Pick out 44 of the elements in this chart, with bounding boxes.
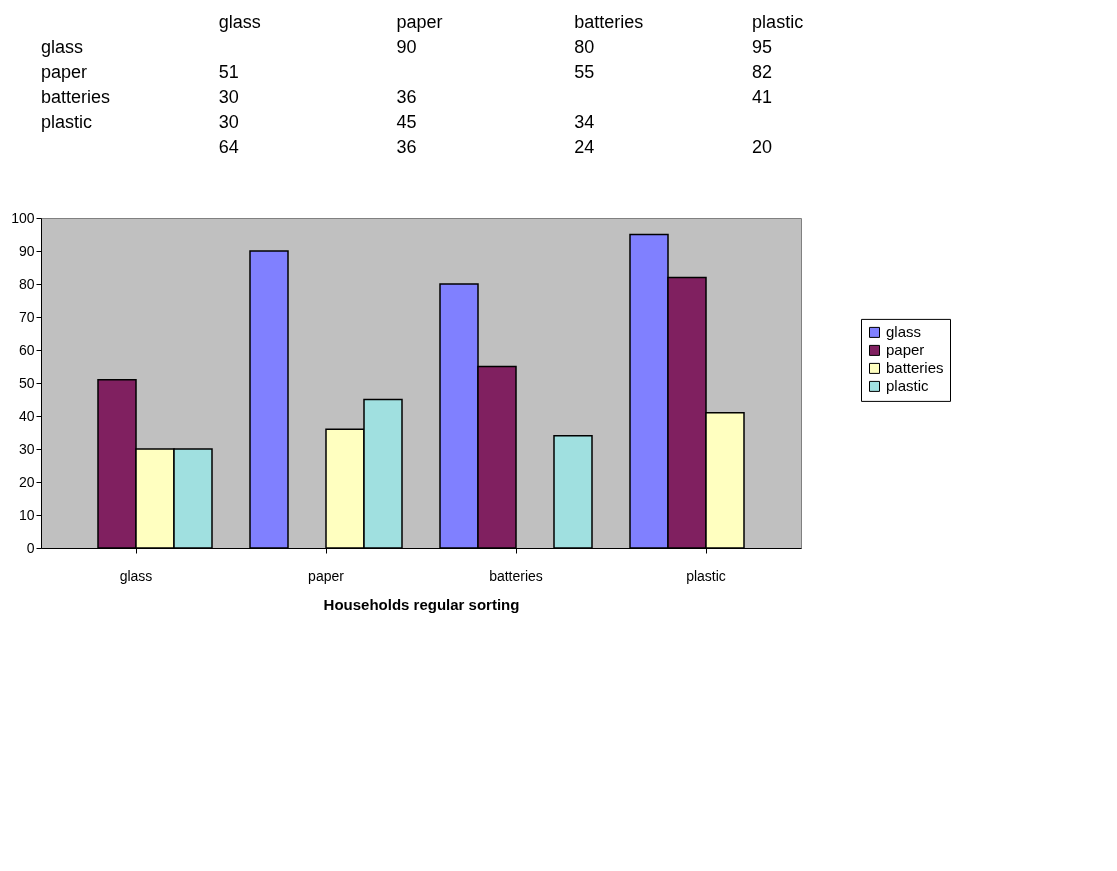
text: 24	[574, 136, 595, 157]
category-label: glass	[218, 11, 261, 32]
text: 30	[218, 86, 239, 107]
legend-label: paper	[886, 341, 925, 359]
text: 30	[218, 111, 239, 132]
y-tick-label: 100	[11, 209, 35, 226]
text: plastic	[41, 111, 93, 132]
text: glass	[41, 36, 84, 57]
text: paper	[41, 61, 88, 82]
x-tick-label: glass	[119, 567, 153, 584]
text: 82	[752, 61, 773, 82]
text: 36	[396, 86, 417, 107]
x-tick-label: plastic	[686, 567, 726, 584]
category-label: batteries	[574, 11, 644, 32]
category-label: paper	[396, 11, 443, 32]
y-tick-label: 30	[18, 440, 35, 457]
text: 80	[574, 36, 595, 57]
text: 34	[574, 111, 595, 132]
category-label: plastic	[752, 11, 804, 32]
text: 51	[218, 61, 239, 82]
legend-label: batteries	[886, 359, 944, 377]
x-tick-label: paper	[308, 567, 345, 584]
y-tick-label: 50	[18, 374, 35, 391]
y-tick-label: 20	[18, 473, 35, 490]
text: 20	[752, 136, 773, 157]
x-axis-title: Households regular sorting	[323, 595, 520, 613]
legend-label: plastic	[886, 377, 930, 395]
legend-label: glass	[886, 323, 922, 341]
text: batteries	[41, 86, 111, 107]
text: 64	[218, 136, 239, 157]
y-tick-label: 70	[18, 308, 35, 325]
text: 95	[752, 36, 773, 57]
text: 36	[396, 136, 417, 157]
text: 90	[396, 36, 417, 57]
y-tick-label: 10	[18, 506, 35, 523]
y-tick-label: 40	[18, 407, 35, 424]
y-tick-label: 90	[18, 242, 35, 259]
y-tick-label: 60	[18, 341, 35, 358]
text: 41	[752, 86, 773, 107]
text: 55	[574, 61, 595, 82]
text: 45	[396, 111, 417, 132]
y-tick-label: 0	[26, 539, 35, 556]
x-tick-label: batteries	[489, 567, 543, 584]
y-tick-label: 80	[18, 275, 35, 292]
